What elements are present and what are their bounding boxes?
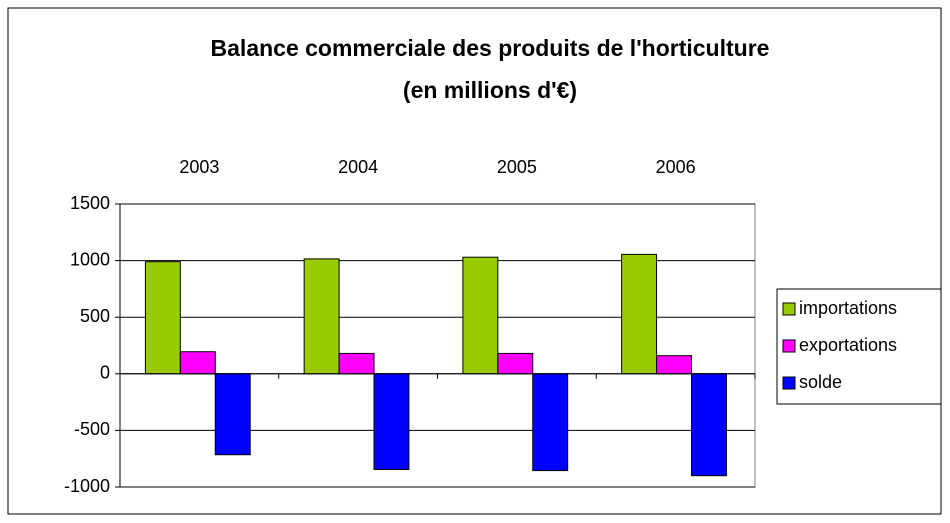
legend-label: exportations [799, 335, 897, 355]
legend-swatch [782, 376, 796, 390]
legend-swatch [782, 302, 796, 316]
bar [214, 373, 251, 456]
bar [338, 352, 375, 375]
bar [532, 373, 569, 472]
y-tick-label: 500 [80, 306, 110, 326]
legend-swatch [782, 339, 796, 353]
bar [691, 373, 727, 477]
y-tick-label: 1500 [70, 193, 110, 213]
bar [303, 258, 340, 375]
bar [373, 373, 410, 470]
legend-label: importations [799, 298, 897, 318]
y-tick-label: -500 [74, 419, 110, 439]
y-tick-label: 0 [100, 363, 110, 383]
bar [656, 355, 693, 375]
bar [497, 352, 534, 375]
y-tick-label: -1000 [64, 476, 110, 496]
x-tick-label: 2004 [338, 157, 378, 177]
bar [179, 351, 216, 375]
x-tick-label: 2003 [179, 157, 219, 177]
bar [144, 261, 181, 375]
x-tick-label: 2005 [497, 157, 537, 177]
x-tick-label: 2006 [656, 157, 696, 177]
bar [462, 256, 499, 375]
y-tick-label: 1000 [70, 249, 110, 269]
bar [621, 253, 658, 375]
chart-title: Balance commerciale des produits de l'ho… [211, 35, 770, 61]
legend-label: solde [799, 372, 842, 392]
legend [776, 288, 942, 405]
chart-title: (en millions d'€) [403, 77, 577, 103]
